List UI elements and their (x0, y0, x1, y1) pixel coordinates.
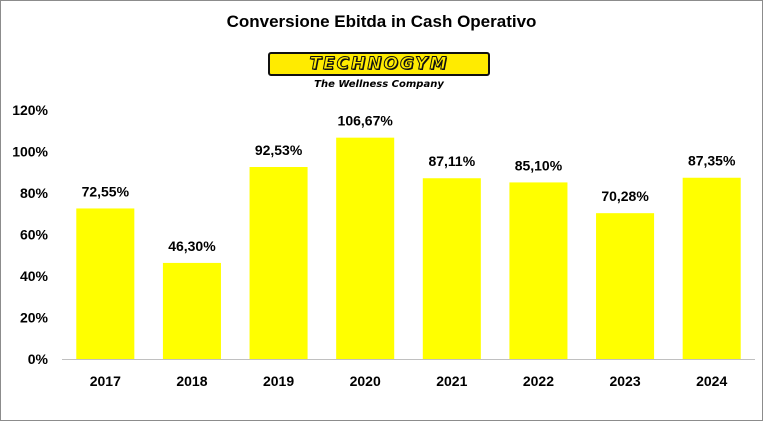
logo-wordmark: TECHNOGYM (309, 54, 449, 75)
x-tick-label: 2023 (609, 373, 640, 389)
data-labels: 72,55% 46,30% 92,53% 106,67% 87,11% 85,10% 70,… (82, 113, 736, 254)
logo-plate: TECHNOGYM (268, 52, 490, 76)
data-label-2021: 87,11% (428, 153, 475, 169)
data-label-2020: 106,67% (338, 113, 394, 129)
x-axis-labels: 2017 2018 2019 2020 2021 2022 2023 2024 (90, 373, 728, 389)
bar-2021 (422, 178, 481, 359)
bar-2024 (682, 177, 741, 359)
data-label-2019: 92,53% (255, 142, 303, 158)
bar-2019 (249, 167, 308, 359)
x-tick-label: 2018 (176, 373, 207, 389)
bar-2018 (162, 262, 221, 359)
bar-2023 (596, 213, 655, 359)
bar-2017 (76, 208, 135, 359)
technogym-logo: TECHNOGYM The Wellness Company (268, 52, 490, 94)
bar-2022 (509, 182, 568, 359)
chart-title: Conversione Ebitda in Cash Operativo (226, 12, 537, 31)
bar-2020 (336, 137, 395, 359)
x-tick-label: 2024 (696, 373, 727, 389)
y-tick-label: 120% (12, 102, 48, 118)
data-label-2024: 87,35% (688, 153, 736, 169)
y-tick-label: 0% (28, 351, 49, 367)
bars (76, 137, 741, 359)
x-tick-label: 2022 (523, 373, 554, 389)
x-tick-label: 2021 (436, 373, 467, 389)
logo-tagline: The Wellness Company (314, 79, 444, 90)
x-tick-label: 2017 (90, 373, 121, 389)
data-label-2018: 46,30% (168, 238, 216, 254)
y-axis-labels: 0% 20% 40% 60% 80% 100% 120% (12, 102, 48, 367)
x-tick-label: 2019 (263, 373, 294, 389)
y-tick-label: 100% (12, 144, 48, 160)
data-label-2017: 72,55% (82, 183, 130, 199)
data-label-2023: 70,28% (601, 188, 649, 204)
data-label-2022: 85,10% (515, 157, 563, 173)
y-tick-label: 20% (20, 310, 49, 326)
y-tick-label: 80% (20, 185, 49, 201)
x-tick-label: 2020 (350, 373, 381, 389)
y-tick-label: 60% (20, 227, 49, 243)
y-tick-label: 40% (20, 268, 49, 284)
